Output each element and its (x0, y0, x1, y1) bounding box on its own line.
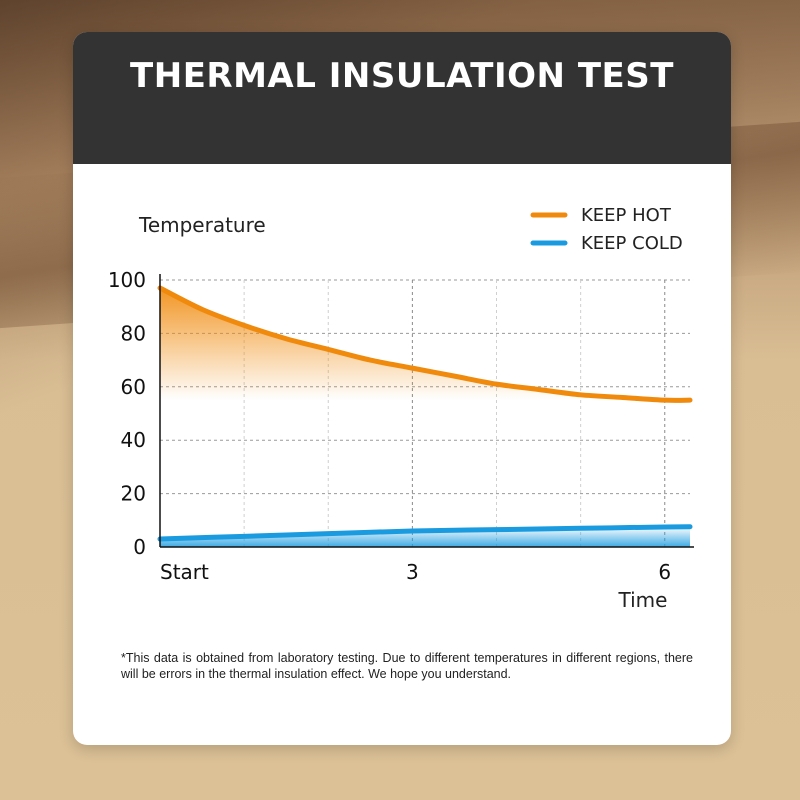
y-tick-label: 100 (108, 268, 146, 292)
grid-layer (160, 279, 690, 547)
y-tick-label: 20 (121, 482, 146, 506)
y-tick-label: 40 (121, 428, 146, 452)
series-line-keep-cold (157, 524, 693, 542)
x-axis-label: Time (618, 588, 668, 612)
legend-label-keep-hot: KEEP HOT (581, 205, 672, 226)
page-title: THERMAL INSULATION TEST (130, 56, 674, 96)
legend: KEEP HOT KEEP COLD (530, 205, 683, 254)
chart-card: THERMAL INSULATION TEST 0 20 40 60 80 100 Star… (73, 32, 731, 745)
y-tick-label: 60 (121, 375, 146, 399)
legend-label-keep-cold: KEEP COLD (581, 233, 683, 254)
x-tick-label: Start (160, 560, 209, 584)
line-layer (157, 285, 693, 542)
y-tick-label: 0 (133, 535, 146, 559)
x-tick-label: 3 (406, 560, 419, 584)
series-fill-keep-cold (160, 526, 690, 547)
fill-layer (160, 288, 690, 547)
series-line-keep-hot (157, 285, 693, 403)
series-fill-keep-hot (160, 288, 690, 401)
y-tick-label: 80 (121, 321, 146, 345)
y-axis-label: Temperature (138, 213, 266, 237)
axis-layer (159, 274, 694, 548)
card-header: THERMAL INSULATION TEST (73, 32, 731, 164)
temperature-chart: 0 20 40 60 80 100 Start 3 6 Temperature Time KEEP … (108, 205, 694, 612)
x-tick-label: 6 (658, 560, 671, 584)
label-layer: 0 20 40 60 80 100 Start 3 6 Temperature Time (108, 213, 671, 612)
footnote: *This data is obtained from laboratory t… (121, 651, 693, 681)
